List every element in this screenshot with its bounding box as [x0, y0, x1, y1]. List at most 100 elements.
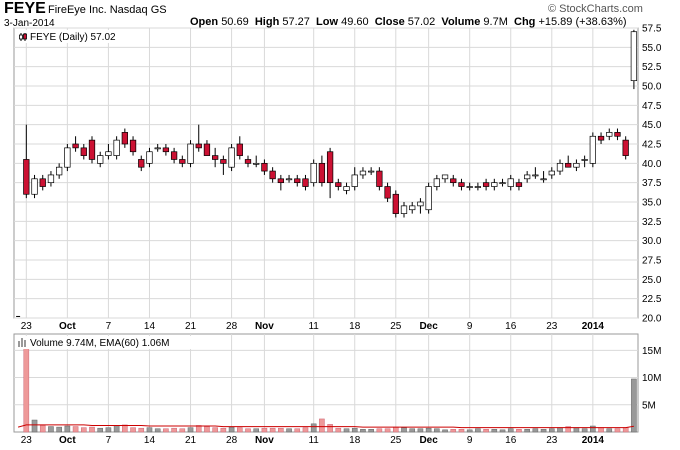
- price-x-tick: Nov: [255, 321, 274, 332]
- volume-bar: [48, 426, 54, 433]
- candle: [310, 159, 317, 187]
- volume-bar: [212, 427, 218, 433]
- candle: [72, 136, 79, 152]
- volume-bar: [171, 427, 177, 433]
- candle: [187, 140, 194, 168]
- volume-bar: [565, 426, 572, 433]
- volume-bar: [236, 427, 243, 433]
- candle: [170, 147, 178, 164]
- price-y-tick: 55.0: [642, 43, 662, 54]
- candle: [499, 178, 506, 187]
- candle-body: [507, 178, 514, 187]
- candle-body: [376, 170, 383, 187]
- volume-bar: [614, 428, 621, 433]
- company-name: FireEye Inc. Nasdaq GS: [48, 4, 167, 16]
- candle: [376, 167, 383, 191]
- candle-body: [88, 139, 96, 160]
- high-value: 57.27: [282, 16, 310, 28]
- price-x-tick: 28: [226, 321, 238, 332]
- volume-bar: [335, 427, 342, 433]
- volume-panel-frame: [13, 333, 639, 433]
- volume-x-tick: Nov: [255, 435, 274, 446]
- volume-bar: [409, 428, 416, 433]
- volume-bar: [401, 427, 407, 433]
- volume-bar: [228, 426, 235, 433]
- volume-bar: [516, 429, 522, 433]
- price-x-tick: 23: [546, 321, 558, 332]
- candlesticks: [16, 29, 638, 317]
- volume-bar: [598, 427, 604, 433]
- volume-legend: Volume 9.74M, EMA(60) 1.06M: [30, 338, 170, 349]
- volume-legend-box: [16, 336, 216, 349]
- logo-text: © StockCharts.com: [548, 3, 643, 15]
- volume-y-tick: 15M: [642, 346, 661, 357]
- volume-legend-icon: [18, 338, 26, 347]
- candle-body: [433, 178, 440, 187]
- candle: [146, 147, 153, 168]
- price-y-tick: 30.0: [642, 236, 662, 247]
- candle-body: [515, 182, 523, 187]
- candle-body: [540, 178, 547, 181]
- candle-body: [244, 159, 252, 164]
- candle-body: [261, 162, 268, 172]
- price-y-tick: 40.0: [642, 159, 662, 170]
- volume-bar: [590, 425, 596, 433]
- price-legend-box: [16, 30, 146, 43]
- quote-date: 3-Jan-2014: [4, 18, 55, 29]
- candle: [441, 174, 449, 183]
- candle-body: [573, 162, 580, 168]
- volume-bar: [39, 425, 46, 433]
- price-y-axis: 57.5 55.0 52.5 50.0 47.5 45.0 42.5 40.0 37.5 35.0…: [642, 24, 662, 325]
- candle: [23, 124, 30, 199]
- stockcharts-logo[interactable]: © StockCharts.com: [548, 3, 643, 15]
- volume-bar: [179, 428, 186, 433]
- ema-line: [17, 424, 634, 429]
- candle: [97, 151, 104, 168]
- candle-body: [368, 170, 375, 173]
- volume-bar: [434, 428, 440, 433]
- volume-bar: [499, 429, 506, 433]
- candle-body: [630, 31, 638, 82]
- price-x-tick: 16: [505, 321, 517, 332]
- volume-x-axis: 23 Oct 7 14 21 28 Nov 11 18 25 Dec 9 16 23 2014: [21, 435, 605, 446]
- volume-bar: [622, 427, 629, 433]
- price-x-tick: 23: [21, 321, 33, 332]
- volume-x-tick: Oct: [59, 435, 76, 446]
- candle: [343, 182, 350, 195]
- price-y-tick: 57.5: [642, 24, 662, 35]
- candle: [195, 124, 202, 152]
- volume-bar: [507, 428, 514, 433]
- candle: [491, 178, 498, 191]
- candle-body: [277, 178, 284, 184]
- candle: [351, 167, 358, 191]
- price-x-tick: 7: [106, 321, 112, 332]
- candle: [565, 155, 572, 168]
- price-legend-icon: [19, 33, 27, 41]
- volume-bar: [138, 427, 145, 433]
- candle-body: [400, 205, 408, 214]
- open-label: Open: [190, 16, 219, 28]
- candle-body: [39, 178, 46, 187]
- candle-body: [392, 193, 399, 214]
- candle: [294, 174, 301, 187]
- price-x-tick: 14: [144, 321, 156, 332]
- volume-bar: [31, 419, 38, 433]
- price-y-tick: 35.0: [642, 198, 662, 209]
- price-x-tick: 9: [467, 321, 473, 332]
- volume-bar: [450, 429, 457, 433]
- volume-bar: [72, 426, 79, 433]
- candle-body: [417, 201, 424, 207]
- candle: [474, 182, 482, 191]
- price-x-axis: 23 Oct 7 14 21 28 Nov 11 18 25 Dec 9 16 23 2014: [21, 321, 605, 332]
- candle: [228, 144, 235, 172]
- candle-body: [581, 159, 588, 161]
- candle-body: [285, 178, 293, 181]
- change-value: +15.89 (+38.63%): [538, 16, 627, 28]
- open-value: 50.69: [221, 16, 249, 28]
- close-label: Close: [374, 16, 405, 28]
- candle: [269, 167, 276, 183]
- candle-body: [72, 143, 79, 149]
- price-y-tick: 37.5: [642, 178, 662, 189]
- volume-bar: [458, 429, 465, 433]
- volume-bar: [105, 427, 112, 433]
